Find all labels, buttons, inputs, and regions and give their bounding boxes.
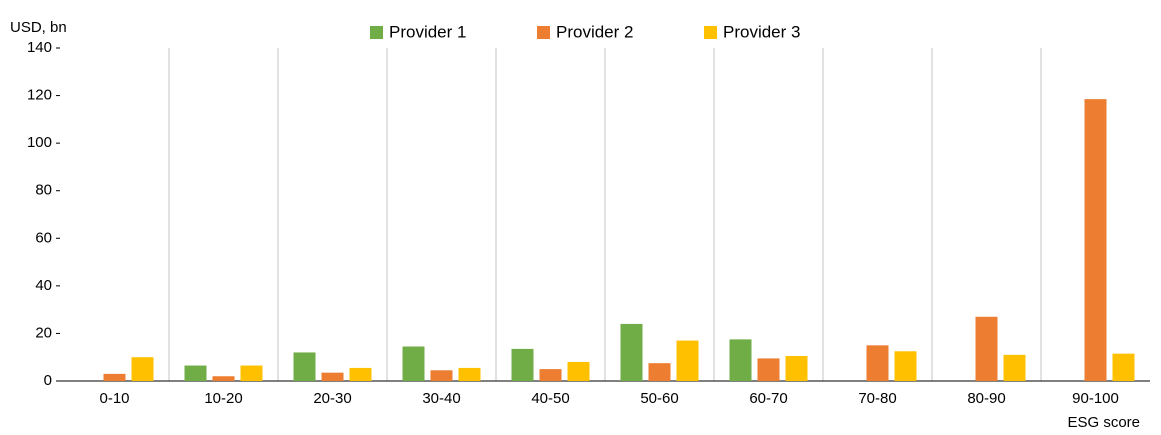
bar	[511, 348, 534, 381]
legend-swatch	[704, 26, 717, 39]
x-tick-label: 50-60	[640, 390, 678, 407]
legend-label: Provider 1	[389, 22, 466, 41]
y-tick-label: 60	[35, 229, 52, 246]
bar	[1084, 99, 1107, 381]
bar	[866, 345, 889, 381]
y-tick-label: 140	[27, 39, 52, 56]
y-tick-label: 40	[35, 277, 52, 294]
bar	[458, 367, 481, 381]
bar	[785, 356, 808, 381]
bar	[430, 370, 453, 381]
y-tick-label: 20	[35, 324, 52, 341]
bar	[729, 339, 752, 381]
bar	[321, 372, 344, 381]
x-tick-label: 70-80	[858, 390, 896, 407]
bar	[103, 373, 126, 381]
bar	[402, 346, 425, 381]
bar	[240, 365, 263, 381]
bar	[567, 361, 590, 381]
x-tick-label: 20-30	[313, 390, 351, 407]
bar	[131, 357, 154, 381]
bar	[894, 351, 917, 381]
x-tick-label: 90-100	[1072, 390, 1119, 407]
x-tick-label: 30-40	[422, 390, 460, 407]
legend-label: Provider 3	[723, 22, 800, 41]
legend-swatch	[537, 26, 550, 39]
x-tick-label: 0-10	[99, 390, 129, 407]
bar	[293, 352, 316, 381]
bar	[676, 340, 699, 381]
bar	[184, 365, 207, 381]
y-tick-label: 100	[27, 134, 52, 151]
x-tick-label: 80-90	[967, 390, 1005, 407]
bar	[648, 363, 671, 381]
y-axis-label: USD, bn	[10, 19, 67, 36]
legend-label: Provider 2	[556, 22, 633, 41]
bar	[1003, 354, 1026, 381]
bar	[975, 316, 998, 381]
x-tick-label: 40-50	[531, 390, 569, 407]
y-tick-label: 120	[27, 87, 52, 104]
bar	[539, 369, 562, 381]
x-tick-label: 60-70	[749, 390, 787, 407]
bar	[757, 358, 780, 381]
bar	[349, 367, 372, 381]
x-tick-label: 10-20	[204, 390, 242, 407]
x-axis-label: ESG score	[1067, 414, 1140, 431]
bar	[1112, 353, 1135, 381]
bar	[620, 323, 643, 381]
y-tick-label: 80	[35, 182, 52, 199]
legend-swatch	[370, 26, 383, 39]
y-tick-label: 0	[44, 372, 52, 389]
bar	[212, 376, 235, 381]
